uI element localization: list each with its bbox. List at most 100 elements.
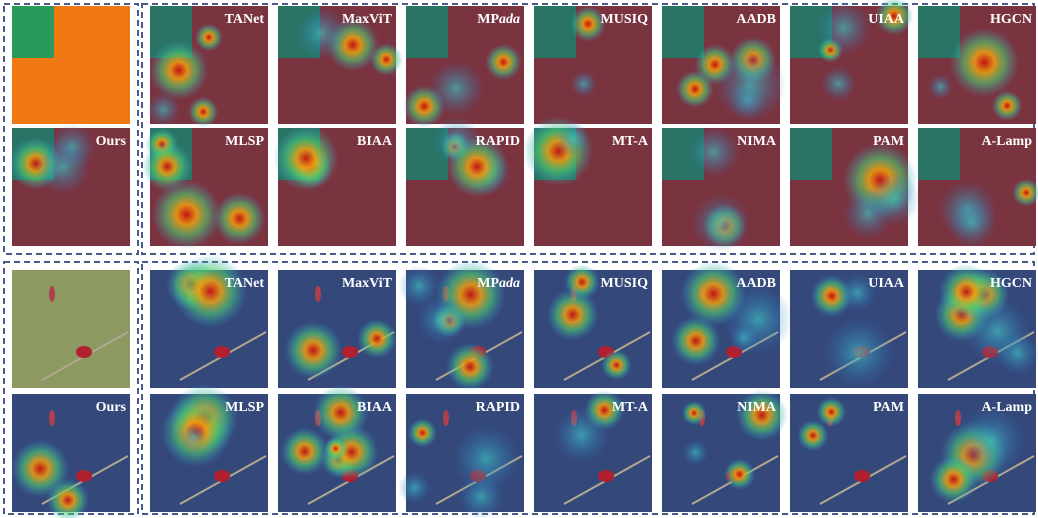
method-label: AADB bbox=[736, 12, 776, 27]
heat-blob bbox=[688, 126, 739, 177]
heat-blob bbox=[195, 23, 223, 51]
heat-blob bbox=[992, 90, 1023, 121]
heat-blob bbox=[357, 319, 397, 359]
heat-blob bbox=[281, 427, 329, 475]
heat-blob bbox=[398, 266, 439, 307]
label-part: ada bbox=[499, 12, 520, 27]
figure: OursTANetMaxViTMPadaMUSIQAADBUIAAHGCNMLS… bbox=[0, 0, 1038, 518]
tile-corner bbox=[534, 6, 576, 58]
heat-blob bbox=[36, 140, 91, 195]
heat-blob bbox=[188, 97, 218, 127]
bird bbox=[342, 346, 358, 358]
heat-blob bbox=[821, 66, 856, 101]
method-label: A-Lamp bbox=[981, 134, 1032, 149]
method-label: TANet bbox=[225, 12, 265, 27]
heat-blob bbox=[724, 458, 755, 489]
method-label: BIAA bbox=[357, 400, 393, 415]
heat-blob bbox=[692, 194, 750, 252]
heat-blob bbox=[284, 321, 342, 379]
method-label: MaxViT bbox=[342, 276, 393, 291]
heatmap-tile bbox=[150, 254, 268, 388]
heat-blob bbox=[682, 439, 709, 466]
heat-blob bbox=[947, 197, 997, 247]
heat-blob bbox=[142, 142, 192, 192]
heat-blob bbox=[736, 389, 787, 440]
method-label: MLSP bbox=[225, 400, 264, 415]
tile-corner bbox=[406, 6, 448, 58]
heat-blob bbox=[930, 455, 978, 503]
heat-blob bbox=[11, 440, 69, 498]
heat-blob bbox=[553, 407, 610, 464]
tile-corner bbox=[12, 6, 54, 58]
heat-blob bbox=[324, 437, 348, 461]
heat-blob bbox=[728, 323, 759, 354]
label-part: MP bbox=[477, 12, 499, 27]
heat-blob bbox=[950, 28, 1019, 97]
bird bbox=[76, 346, 92, 358]
tile-corner bbox=[918, 128, 960, 180]
method-label: MT-A bbox=[612, 134, 649, 149]
heat-blob bbox=[571, 71, 597, 97]
method-label: NIMA bbox=[737, 134, 777, 149]
heat-blob bbox=[928, 74, 953, 99]
method-label: HGCN bbox=[990, 12, 1032, 27]
heat-blob bbox=[485, 44, 521, 80]
heat-blob bbox=[446, 343, 494, 391]
heat-blob bbox=[180, 424, 207, 451]
heat-blob bbox=[408, 418, 437, 447]
heat-blob bbox=[823, 317, 895, 389]
bird bbox=[49, 286, 55, 302]
method-label: RAPID bbox=[476, 400, 520, 415]
method-label: PAM bbox=[873, 134, 904, 149]
heat-blob bbox=[601, 350, 632, 381]
method-label: MPada bbox=[477, 12, 520, 27]
method-label: MT-A bbox=[612, 400, 649, 415]
bird bbox=[955, 410, 961, 426]
bird bbox=[76, 470, 92, 482]
heat-blob bbox=[816, 1, 870, 55]
heat-blob bbox=[370, 43, 403, 76]
heat-blob bbox=[868, 173, 920, 225]
method-label: MLSP bbox=[225, 134, 264, 149]
method-label: MUSIQ bbox=[601, 276, 649, 291]
heat-blob bbox=[676, 70, 714, 108]
heat-blob bbox=[398, 471, 431, 504]
method-label: RAPID bbox=[476, 134, 520, 149]
tile-corner bbox=[790, 128, 832, 180]
heat-blob bbox=[714, 49, 786, 121]
heatmap-tile bbox=[12, 6, 130, 124]
method-label: TANet bbox=[225, 276, 265, 291]
tile-corner bbox=[662, 6, 704, 58]
heat-blob bbox=[173, 254, 247, 328]
bird bbox=[214, 346, 230, 358]
method-label: MPada bbox=[477, 276, 520, 291]
method-label: HGCN bbox=[990, 276, 1032, 291]
method-label: AADB bbox=[736, 276, 776, 291]
bird bbox=[315, 286, 321, 302]
heat-blob bbox=[273, 126, 338, 191]
heat-blob bbox=[547, 289, 599, 341]
heat-blob bbox=[149, 41, 208, 100]
bird bbox=[443, 410, 449, 426]
method-label: UIAA bbox=[868, 12, 905, 27]
heat-blob bbox=[213, 193, 265, 245]
method-label: UIAA bbox=[868, 276, 905, 291]
bird bbox=[854, 470, 870, 482]
method-label: BIAA bbox=[357, 134, 393, 149]
heat-blob bbox=[428, 61, 483, 116]
label-part: MP bbox=[477, 276, 499, 291]
method-label: MUSIQ bbox=[601, 12, 649, 27]
heat-blob bbox=[295, 7, 347, 59]
label-part: ada bbox=[499, 276, 520, 291]
method-label: MaxViT bbox=[342, 12, 393, 27]
heat-blob bbox=[452, 425, 520, 493]
tile-bg bbox=[12, 270, 130, 388]
heat-blob bbox=[816, 397, 846, 427]
bird bbox=[598, 470, 614, 482]
method-label: NIMA bbox=[737, 400, 777, 415]
bird bbox=[49, 410, 55, 426]
heat-blob bbox=[681, 261, 747, 327]
bird bbox=[214, 470, 230, 482]
heat-blob bbox=[147, 93, 180, 126]
heat-blob bbox=[556, 123, 590, 157]
